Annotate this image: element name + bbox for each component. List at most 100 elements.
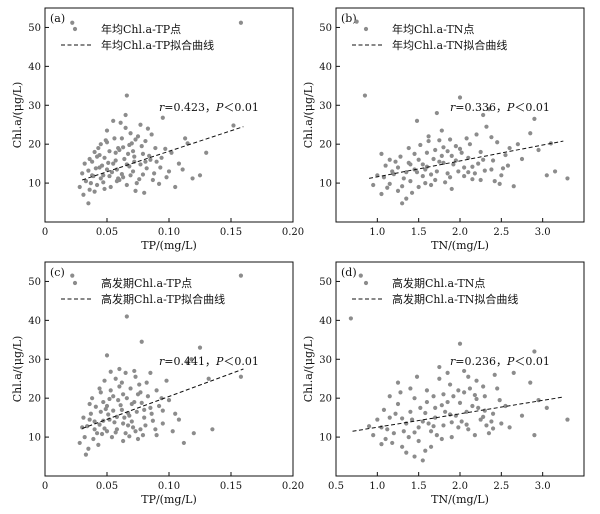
- legend-points-label: 高发期Chl.a-TP点: [101, 276, 192, 290]
- data-point: [130, 149, 136, 154]
- data-point: [447, 382, 453, 387]
- data-point: [404, 196, 409, 201]
- data-point: [565, 417, 570, 422]
- data-point: [437, 159, 442, 164]
- data-point: [86, 201, 91, 206]
- y-tick-label: 30: [319, 101, 332, 112]
- data-point: [445, 149, 450, 154]
- legend-line-label: 高发期Chl.a-TN拟合曲线: [392, 292, 518, 306]
- data-point: [117, 384, 122, 389]
- data-point: [497, 181, 502, 186]
- data-point: [144, 380, 149, 385]
- data-point: [486, 107, 492, 112]
- data-point: [474, 132, 479, 137]
- data-point: [437, 364, 442, 370]
- data-point: [121, 145, 126, 150]
- legend-points-label: 年均Chl.a-TP点: [101, 22, 181, 36]
- data-point: [108, 369, 113, 374]
- y-axis-title: Chl.a/(μg/L): [11, 82, 24, 149]
- data-point: [497, 398, 502, 403]
- data-point: [433, 415, 438, 420]
- data-point: [124, 314, 129, 319]
- data-point: [123, 112, 128, 118]
- data-point: [441, 423, 446, 428]
- data-point: [87, 417, 92, 422]
- data-point: [82, 161, 87, 166]
- data-point: [176, 417, 182, 422]
- data-point: [88, 180, 93, 186]
- data-point: [143, 423, 148, 428]
- data-point: [152, 171, 157, 176]
- data-point: [92, 427, 97, 432]
- data-point: [457, 341, 463, 346]
- data-point: [379, 441, 384, 447]
- data-point: [395, 165, 401, 170]
- x-tick-label: 2.0: [452, 227, 468, 238]
- data-point: [149, 411, 154, 416]
- data-point: [124, 93, 129, 98]
- data-point: [507, 425, 512, 430]
- data-point: [391, 431, 396, 436]
- data-point: [423, 410, 428, 416]
- y-tick-label: 40: [319, 62, 332, 73]
- data-point: [156, 403, 162, 409]
- data-point: [398, 154, 403, 159]
- data-point: [104, 128, 110, 133]
- data-point: [416, 184, 421, 190]
- fit-line: [368, 140, 564, 179]
- data-point: [434, 110, 439, 116]
- data-point: [113, 150, 118, 155]
- data-point: [113, 158, 118, 163]
- data-point: [109, 170, 115, 175]
- data-point: [117, 366, 122, 372]
- data-point: [170, 429, 175, 434]
- data-point: [108, 184, 113, 190]
- data-point: [94, 154, 100, 159]
- data-point: [124, 396, 129, 401]
- data-point: [426, 134, 431, 139]
- data-point: [109, 434, 115, 440]
- data-point: [418, 405, 423, 411]
- data-point: [354, 19, 359, 24]
- data-point: [150, 177, 155, 183]
- data-point: [163, 146, 168, 151]
- data-point: [164, 175, 169, 180]
- data-point: [519, 413, 525, 418]
- data-point: [238, 273, 244, 278]
- data-point: [544, 405, 549, 411]
- data-point: [395, 380, 401, 385]
- x-tick-label: 1.5: [411, 481, 427, 492]
- data-point: [536, 147, 541, 153]
- data-point: [414, 374, 420, 379]
- data-point: [414, 170, 420, 175]
- data-point: [148, 405, 153, 411]
- data-point: [423, 448, 428, 453]
- data-point: [348, 316, 353, 321]
- data-point: [495, 140, 500, 145]
- legend-line-label: 年均Chl.a-TN拟合曲线: [392, 38, 507, 52]
- data-point: [416, 425, 421, 430]
- data-point: [160, 115, 165, 120]
- data-point: [134, 409, 139, 414]
- y-tick-label: 30: [28, 355, 41, 366]
- data-point: [406, 160, 411, 165]
- data-point: [456, 388, 461, 393]
- data-point: [434, 169, 439, 174]
- data-point: [238, 374, 244, 379]
- data-point: [160, 421, 165, 426]
- data-point: [379, 425, 384, 430]
- data-point: [536, 398, 541, 403]
- data-point: [148, 157, 153, 162]
- data-point: [127, 142, 132, 148]
- data-point: [108, 388, 113, 393]
- data-point: [130, 425, 136, 430]
- data-point: [104, 429, 110, 434]
- legend-point-marker: [363, 26, 369, 32]
- data-point: [416, 157, 421, 162]
- y-axis-title: Chl.a/(μg/L): [11, 336, 24, 403]
- data-point: [82, 434, 87, 440]
- data-point: [102, 186, 107, 192]
- data-point: [191, 431, 196, 436]
- data-point: [381, 407, 387, 412]
- data-point: [153, 145, 158, 151]
